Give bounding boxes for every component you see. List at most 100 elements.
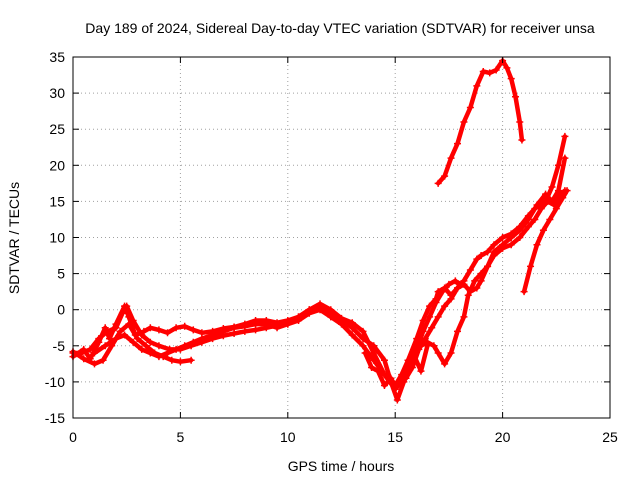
data-point (374, 367, 382, 375)
data-point (441, 172, 449, 180)
data-point (471, 277, 479, 285)
data-point (527, 262, 535, 270)
data-point (561, 132, 569, 140)
data-point (101, 342, 109, 350)
data-point (453, 327, 461, 335)
data-point (511, 93, 519, 101)
data-point (453, 140, 461, 148)
data-point (473, 82, 481, 90)
data-point (490, 241, 498, 249)
series-trace-6 (434, 57, 526, 187)
data-point (430, 342, 438, 350)
data-point (198, 335, 206, 343)
data-point (284, 320, 292, 328)
data-point (387, 374, 395, 382)
data-point (460, 280, 468, 288)
y-tick-label: 5 (57, 266, 65, 282)
data-point (533, 201, 541, 209)
data-point (438, 288, 446, 296)
data-point (316, 306, 324, 314)
y-tick-label: 20 (49, 157, 65, 173)
x-tick-label: 10 (280, 429, 296, 445)
data-point (434, 349, 442, 357)
data-point (380, 371, 388, 379)
y-tick-label: 30 (49, 85, 65, 101)
data-point (539, 226, 547, 234)
data-point (404, 356, 412, 364)
x-tick-label: 5 (177, 429, 185, 445)
data-point (441, 360, 449, 368)
data-point (417, 367, 425, 375)
data-point (499, 241, 507, 249)
data-point (415, 345, 423, 353)
data-point (176, 358, 184, 366)
series-trace-8 (361, 342, 431, 390)
data-point (451, 277, 459, 285)
data-point (209, 331, 217, 339)
y-tick-label: 35 (49, 49, 65, 65)
data-point (219, 327, 227, 335)
data-point (447, 154, 455, 162)
data-point (359, 335, 367, 343)
data-point (559, 194, 567, 202)
data-point (563, 187, 571, 195)
data-point (189, 338, 197, 346)
data-point (552, 205, 560, 213)
data-point (116, 327, 124, 335)
data-point (542, 190, 550, 198)
data-point (548, 197, 556, 205)
data-point (423, 342, 431, 350)
data-point (479, 67, 487, 75)
data-point (524, 223, 532, 231)
data-point (518, 136, 526, 144)
data-point (133, 335, 141, 343)
series-trace-5 (402, 154, 569, 382)
data-point (466, 288, 474, 296)
data-point (561, 154, 569, 162)
data-point (80, 355, 88, 363)
data-point (90, 360, 98, 368)
data-point (338, 320, 345, 328)
data-point (477, 277, 485, 285)
data-point (359, 342, 367, 350)
data-point (537, 205, 545, 213)
x-tick-label: 25 (602, 429, 618, 445)
data-point (103, 327, 111, 335)
data-point (464, 291, 472, 299)
data-point (398, 371, 406, 379)
grid (73, 57, 610, 418)
data-point (516, 118, 524, 126)
x-tick-label: 0 (69, 429, 77, 445)
y-tick-labels: -15 -10 -5 0 5 10 15 20 25 30 35 (45, 49, 65, 426)
data-point (252, 320, 260, 328)
data-point (172, 324, 180, 332)
data-point (86, 345, 94, 353)
data-point (118, 309, 126, 317)
data-point (168, 356, 176, 364)
data-point (121, 331, 129, 339)
ticks (72, 56, 611, 419)
data-point (466, 104, 474, 112)
data-point (295, 317, 303, 325)
data-point (262, 320, 270, 328)
data-point (421, 335, 429, 343)
data-point (164, 349, 172, 357)
y-tick-label: 0 (57, 302, 65, 318)
data-point (129, 338, 137, 346)
data-point (548, 183, 556, 191)
data-point (432, 298, 440, 306)
x-tick-label: 15 (387, 429, 403, 445)
y-tick-label: -5 (53, 338, 66, 354)
data-point (241, 322, 249, 330)
data-point (507, 75, 515, 83)
data-point (554, 161, 562, 169)
series-line (521, 188, 570, 294)
data-point (516, 234, 524, 241)
data-point (146, 338, 154, 346)
data-point (138, 331, 146, 339)
data-point (155, 353, 163, 361)
data-point (348, 331, 356, 339)
data-point (138, 345, 146, 353)
data-point (305, 309, 313, 317)
